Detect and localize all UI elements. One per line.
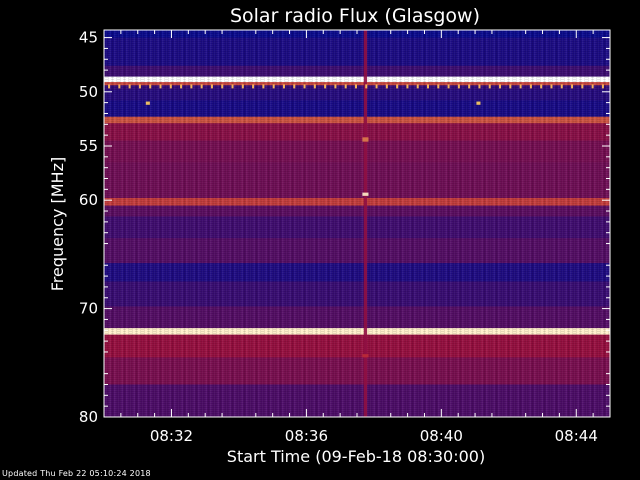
periodic-dot	[406, 84, 409, 89]
y-tick-label: 80	[79, 408, 98, 426]
periodic-dot	[169, 84, 172, 89]
periodic-dot	[262, 84, 265, 89]
periodic-dot	[324, 84, 327, 89]
periodic-dot	[344, 84, 347, 89]
periodic-dot	[375, 84, 378, 89]
periodic-dot	[293, 84, 296, 89]
periodic-dot	[190, 84, 193, 89]
periodic-dot	[200, 84, 203, 89]
periodic-dot	[313, 84, 316, 89]
periodic-dot	[550, 84, 553, 89]
y-tick-label: 50	[79, 83, 98, 101]
x-tick-label: 08:40	[420, 427, 463, 445]
periodic-dot	[571, 84, 574, 89]
periodic-dot	[509, 84, 512, 89]
periodic-dot	[221, 84, 224, 89]
periodic-dot	[149, 84, 152, 89]
y-tick-label: 45	[79, 29, 98, 47]
burst-feature	[363, 30, 368, 417]
burst-feature	[476, 101, 481, 105]
periodic-dot	[499, 84, 502, 89]
updated-timestamp: Updated Thu Feb 22 05:10:24 2018	[2, 469, 151, 478]
periodic-dot	[159, 84, 162, 89]
texture-vertical	[104, 30, 610, 417]
y-axis-label: Frequency [MHz]	[48, 157, 67, 291]
periodic-dot	[354, 84, 357, 89]
periodic-dot	[282, 84, 285, 89]
periodic-dot	[385, 84, 388, 89]
burst-feature	[362, 192, 369, 196]
periodic-dot	[478, 84, 481, 89]
y-ticks: 45 50 55 60 70 80	[79, 29, 610, 426]
periodic-dot	[601, 84, 604, 89]
periodic-dot	[519, 84, 522, 89]
chart-title: Solar radio Flux (Glasgow)	[230, 5, 480, 27]
x-tick-label: 08:44	[555, 427, 598, 445]
y-tick-label: 60	[79, 191, 98, 209]
periodic-dot	[416, 84, 419, 89]
periodic-dot	[252, 84, 255, 89]
periodic-dot	[334, 84, 337, 89]
periodic-dot	[560, 84, 563, 89]
periodic-dot	[365, 84, 368, 89]
time-features	[145, 30, 481, 417]
x-tick-label: 08:32	[150, 427, 193, 445]
periodic-dot	[128, 84, 131, 89]
x-ticks: 08:32 08:36 08:40 08:44	[120, 30, 611, 445]
periodic-dot	[581, 84, 584, 89]
x-axis-label: Start Time (09-Feb-18 08:30:00)	[227, 447, 485, 466]
periodic-dot	[447, 84, 450, 89]
periodic-dot	[180, 84, 183, 89]
y-tick-label: 70	[79, 300, 98, 318]
burst-feature	[145, 101, 150, 105]
periodic-dot	[272, 84, 275, 89]
periodic-dot	[457, 84, 460, 89]
periodic-dot	[231, 84, 234, 89]
periodic-dot	[118, 84, 121, 89]
periodic-dot	[540, 84, 543, 89]
periodic-dot	[138, 84, 141, 89]
periodic-dot	[591, 84, 594, 89]
periodic-dot	[488, 84, 491, 89]
burst-feature	[362, 354, 369, 358]
plot-area: 08:32 08:36 08:40 08:44 45 50 55 60 70 80	[79, 29, 611, 445]
periodic-dot	[108, 84, 111, 89]
periodic-dot	[427, 84, 430, 89]
x-tick-label: 08:36	[285, 427, 328, 445]
periodic-dot	[437, 84, 440, 89]
periodic-dot	[529, 84, 532, 89]
periodic-dots	[108, 84, 604, 89]
y-tick-label: 55	[79, 137, 98, 155]
periodic-dot	[468, 84, 471, 89]
periodic-dot	[210, 84, 213, 89]
periodic-dot	[303, 84, 306, 89]
burst-feature	[362, 137, 369, 142]
periodic-dot	[396, 84, 399, 89]
periodic-dot	[241, 84, 244, 89]
